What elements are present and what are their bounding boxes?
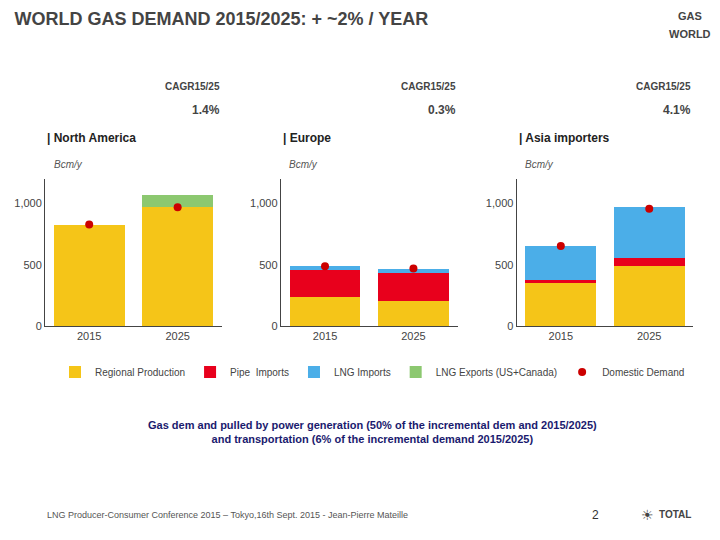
svg-text:500: 500 <box>23 259 41 271</box>
svg-text:0.3%: 0.3% <box>428 103 456 117</box>
svg-text:1.4%: 1.4% <box>192 103 220 117</box>
svg-text:| Asia importers: | Asia importers <box>519 131 610 145</box>
svg-text:2025: 2025 <box>165 330 189 342</box>
svg-text:500: 500 <box>495 259 513 271</box>
svg-text:0: 0 <box>36 320 42 332</box>
svg-text:2015: 2015 <box>313 330 337 342</box>
svg-text:LNG Producer-Consumer Conferen: LNG Producer-Consumer Conference 2015 – … <box>47 510 408 520</box>
svg-text:LNG Imports: LNG Imports <box>334 367 391 378</box>
svg-text:| North America: | North America <box>47 131 136 145</box>
svg-text:CAGR15/25: CAGR15/25 <box>165 81 220 92</box>
svg-text:4.1%: 4.1% <box>663 103 691 117</box>
svg-text:2025: 2025 <box>637 330 661 342</box>
svg-text:0: 0 <box>507 320 513 332</box>
svg-text:Regional Production: Regional Production <box>95 367 185 378</box>
svg-text:CAGR15/25: CAGR15/25 <box>401 81 456 92</box>
svg-text:0: 0 <box>271 320 277 332</box>
svg-text:Bcm/y: Bcm/y <box>54 159 83 170</box>
svg-text:Bcm/y: Bcm/y <box>525 159 554 170</box>
svg-text:2015: 2015 <box>549 330 573 342</box>
svg-text:2025: 2025 <box>401 330 425 342</box>
svg-text:Gas dem and pulled by power ge: Gas dem and pulled by power generation (… <box>148 419 597 445</box>
svg-text:GAS: GAS <box>678 10 702 22</box>
svg-text:Pipe Imports: Pipe Imports <box>230 367 289 378</box>
svg-text:2: 2 <box>592 508 599 522</box>
svg-text:TOTAL: TOTAL <box>659 509 691 520</box>
svg-text:☀: ☀ <box>641 507 654 523</box>
svg-text:CAGR15/25: CAGR15/25 <box>636 81 691 92</box>
svg-text:1,000: 1,000 <box>14 197 42 209</box>
svg-text:WORLD GAS DEMAND 2015/2025: +: WORLD GAS DEMAND 2015/2025: + ~2% / YEAR <box>14 9 428 29</box>
svg-text:500: 500 <box>259 259 277 271</box>
svg-text:Bcm/y: Bcm/y <box>289 159 318 170</box>
svg-text:1,000: 1,000 <box>486 197 514 209</box>
svg-text:1,000: 1,000 <box>250 197 278 209</box>
svg-text:WORLD: WORLD <box>669 28 711 40</box>
svg-text:2015: 2015 <box>77 330 101 342</box>
svg-text:LNG Exports (US+Canada): LNG Exports (US+Canada) <box>436 367 557 378</box>
svg-text:Domestic Demand: Domestic Demand <box>602 367 684 378</box>
svg-text:| Europe: | Europe <box>283 131 331 145</box>
